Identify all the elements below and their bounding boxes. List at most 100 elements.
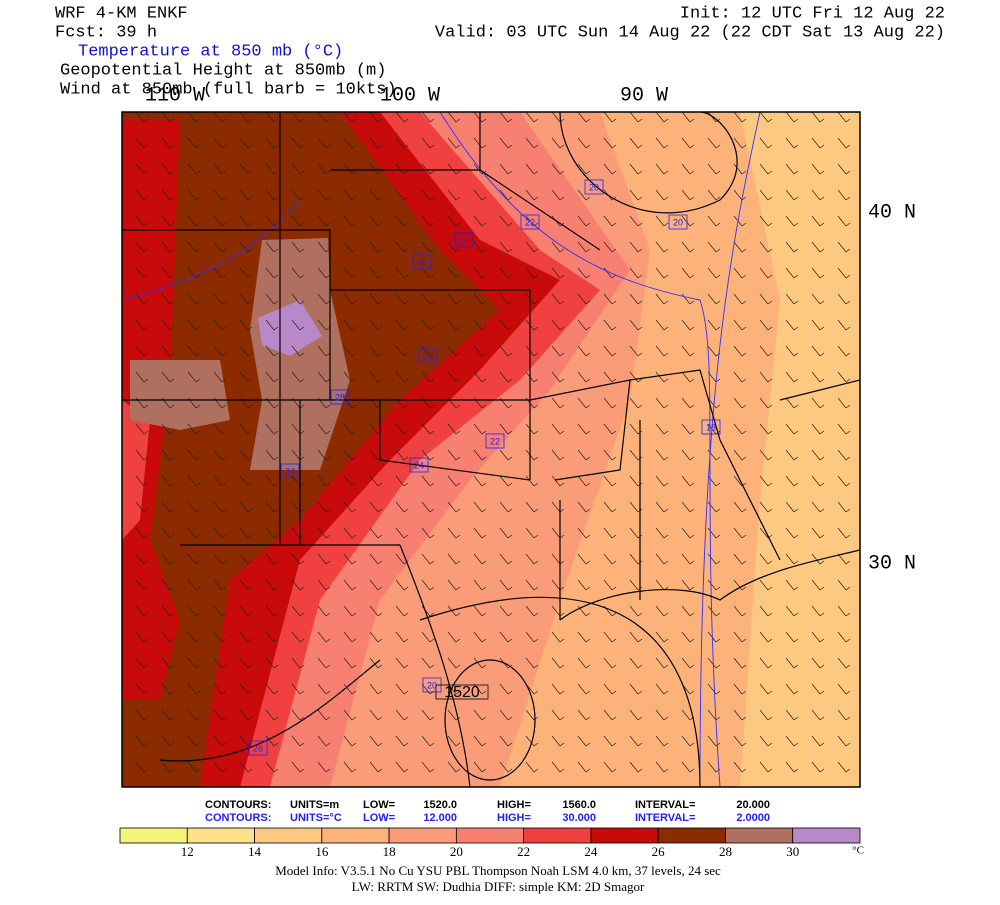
height-contour [444, 659, 536, 781]
contour-label: 26 [253, 743, 263, 753]
height-contour [419, 596, 701, 787]
valid-time: Valid: 03 UTC Sun 14 Aug 22 (22 CDT Sat … [435, 23, 945, 42]
colorbar-swatch [455, 827, 525, 844]
state-border [529, 379, 631, 481]
contour-label-box [418, 348, 438, 364]
contour-info-high-value: 30.000 [562, 812, 596, 824]
contour-info-interval: INTERVAL= [635, 812, 695, 824]
colorbar-swatch [792, 827, 861, 844]
contour-label-box [412, 254, 432, 270]
colorbar-swatch [186, 827, 255, 844]
contour-label-box [584, 179, 604, 195]
isotherm [439, 112, 721, 787]
latitude-label: 40 N [868, 201, 916, 224]
height-contour [559, 112, 738, 214]
contour-info-label: CONTOURS: [205, 812, 271, 824]
model-info: Model Info: V3.5.1 No Cu YSU PBL Thompso… [275, 863, 721, 878]
contour-label-box [409, 457, 429, 473]
contour-label-box [280, 463, 300, 479]
state-border [629, 369, 721, 441]
colorbar-tick-label: 26 [652, 844, 666, 859]
contour-label: 22 [525, 217, 535, 227]
contour-info-low-value: 1520.0 [423, 799, 457, 811]
field-title: Geopotential Height at 850mb (m) [60, 61, 386, 80]
contour-label-box [248, 740, 268, 756]
init-time: Init: 12 UTC Fri 12 Aug 22 [680, 4, 945, 23]
colorbar-tick-label: 12 [181, 844, 194, 859]
colorbar-swatch [119, 827, 188, 844]
longitude-label: 90 W [620, 84, 668, 107]
colorbar-tick-label: 14 [248, 844, 262, 859]
colorbar-swatch [388, 827, 457, 844]
contour-label: 24 [414, 460, 424, 470]
contour-info-units: UNITS=°C [290, 812, 342, 824]
contour-label-box [435, 684, 489, 700]
map-frame [121, 111, 861, 788]
map: 20 22 20 24 26 26 28 24 22 18 24 20 26 1520 [122, 112, 860, 787]
colorbar-tick-label: 20 [450, 844, 463, 859]
colorbar-swatch [590, 827, 659, 844]
contour-info-low-value: 12.000 [423, 812, 457, 824]
contour-info-label: CONTOURS: [205, 799, 271, 811]
colorbar-swatch [725, 827, 794, 844]
state-border [159, 659, 381, 762]
state-border [479, 112, 601, 251]
colorbar-tick-label: 30 [786, 844, 799, 859]
colorbar-tick-label: 22 [517, 844, 530, 859]
contour-label: 26 [423, 351, 433, 361]
contour-label: 20 [589, 182, 599, 192]
contour-label-box [485, 433, 505, 449]
state-border [399, 544, 471, 787]
contour-label: 1520 [444, 684, 480, 701]
contour-label-box [454, 232, 474, 248]
longitude-label: 100 W [380, 84, 440, 107]
contour-label-box [668, 214, 688, 230]
contour-info-low: LOW= [363, 812, 395, 824]
contour-info-interval: INTERVAL= [635, 799, 695, 811]
colorbar-tick-label: 16 [315, 844, 329, 859]
contour-info-interval-value: 2.0000 [736, 812, 770, 824]
contour-label: 28 [335, 392, 345, 402]
field-title: Temperature at 850 mb (°C) [78, 42, 343, 61]
isotherm [699, 112, 761, 787]
contour-info-low: LOW= [363, 799, 395, 811]
contour-info-high: HIGH= [497, 799, 531, 811]
forecast-hour: Fcst: 39 h [55, 23, 157, 42]
contour-label: 20 [673, 217, 683, 227]
model-name: WRF 4-KM ENKF [55, 4, 188, 23]
colorbar-tick-label: 18 [383, 844, 396, 859]
state-border [559, 549, 860, 621]
contour-label: 20 [427, 680, 437, 690]
state-border [719, 439, 781, 561]
latitude-label: 30 N [868, 552, 916, 575]
wind-barbs [122, 112, 860, 787]
contour-info-high-value: 1560.0 [562, 799, 596, 811]
colorbar-swatch [321, 827, 390, 844]
contour-label: 24 [285, 466, 295, 476]
field-title: Wind at 850mb (full barb = 10kts) [60, 80, 397, 99]
state-border [379, 400, 531, 481]
longitude-label: 110 W [145, 84, 205, 107]
colorbar-swatch [523, 827, 592, 844]
colorbar-swatch [254, 827, 323, 844]
contour-label-box [520, 214, 540, 230]
colorbar-tick-label: 28 [719, 844, 732, 859]
isotherm [122, 199, 301, 301]
colorbar-swatch [657, 827, 726, 844]
contour-label-box [701, 419, 721, 435]
colorbar: 12 14 16 18 20 22 24 26 28 30 °C [119, 827, 864, 859]
contour-label: 18 [706, 422, 716, 432]
contour-info-interval-value: 20.000 [736, 799, 770, 811]
model-info: LW: RRTM SW: Dudhia DIFF: simple KM: 2D … [352, 879, 645, 894]
contour-info-units: UNITS=m [290, 799, 339, 811]
contour-label: 24 [459, 235, 469, 245]
contour-label-box [330, 389, 350, 405]
colorbar-unit: °C [852, 845, 864, 857]
contour-info: CONTOURS: UNITS=m LOW= 1520.0 HIGH= 1560.0 INT… [205, 799, 770, 824]
colorbar-tick-label: 24 [584, 844, 598, 859]
contour-label: 26 [417, 257, 427, 267]
contour-info-high: HIGH= [497, 812, 531, 824]
state-border [779, 379, 860, 401]
contour-label: 22 [490, 436, 500, 446]
